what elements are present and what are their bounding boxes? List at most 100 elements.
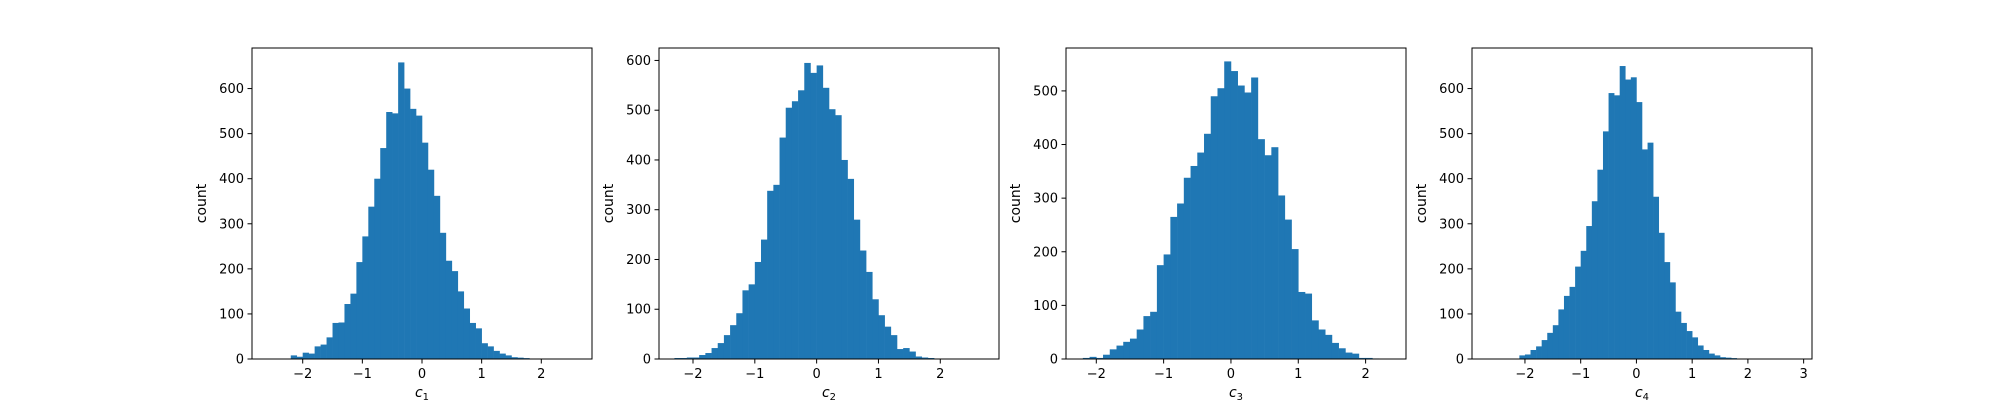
histogram-bar bbox=[1725, 357, 1732, 359]
histogram-bar bbox=[804, 62, 811, 360]
histogram-bar bbox=[1224, 61, 1232, 359]
histogram-bar bbox=[1647, 142, 1654, 359]
histogram-bar bbox=[1183, 177, 1191, 359]
histogram-bar bbox=[1338, 348, 1346, 359]
y-axis-label: count bbox=[601, 183, 617, 223]
y-tick-label: 200 bbox=[219, 262, 244, 277]
y-tick-label: 0 bbox=[1456, 353, 1464, 368]
histogram-bar bbox=[897, 349, 904, 359]
histogram-bar bbox=[1345, 352, 1353, 359]
y-tick-label: 300 bbox=[1033, 192, 1058, 207]
histogram-bar bbox=[356, 262, 363, 359]
histogram-bar bbox=[1608, 93, 1615, 359]
histogram-bar bbox=[487, 346, 494, 359]
histogram-bar bbox=[748, 284, 756, 359]
y-tick-label: 300 bbox=[219, 217, 244, 232]
histogram-bar bbox=[302, 352, 309, 359]
histogram-bar bbox=[791, 101, 799, 360]
histogram-bar bbox=[1558, 309, 1565, 359]
histogram-bar bbox=[505, 355, 512, 359]
y-axis-label: count bbox=[1008, 183, 1024, 223]
histogram-bar bbox=[1331, 342, 1339, 359]
y-tick-label: 500 bbox=[626, 104, 651, 119]
histogram-bar bbox=[1244, 92, 1252, 359]
histogram-bar bbox=[457, 291, 465, 359]
histogram-panel-c2: −2 −1 0 1 2 0 100 200 300 400 500 600 c2 count bbox=[601, 47, 1000, 400]
y-tick-label: 600 bbox=[1439, 82, 1464, 97]
histogram-bar bbox=[1597, 169, 1604, 359]
histogram-bar bbox=[350, 293, 357, 359]
histogram-bar bbox=[511, 357, 518, 359]
histogram-bar bbox=[1305, 293, 1313, 359]
histogram-bar bbox=[344, 304, 351, 359]
histogram-bar bbox=[1129, 338, 1137, 359]
x-tick-label: 0 bbox=[1632, 367, 1640, 382]
histogram-bar bbox=[296, 356, 303, 359]
axes-frame bbox=[658, 47, 1000, 360]
histogram-bar bbox=[517, 357, 524, 359]
histogram-bar bbox=[1150, 311, 1158, 359]
histogram-bar bbox=[1136, 329, 1144, 359]
histogram-bar bbox=[1197, 152, 1205, 359]
x-axis-label: c4 bbox=[1635, 385, 1649, 400]
x-tick-label: −1 bbox=[353, 367, 372, 382]
histogram-bar bbox=[290, 355, 298, 359]
histogram-bar bbox=[1170, 216, 1178, 359]
y-tick-label: 300 bbox=[1439, 217, 1464, 232]
y-tick-label: 400 bbox=[1033, 138, 1058, 153]
y-axis-label: count bbox=[194, 183, 210, 223]
y-tick-label: 100 bbox=[219, 307, 244, 322]
histogram-bar bbox=[326, 337, 333, 359]
histogram-bar bbox=[1575, 266, 1581, 359]
histogram-bar bbox=[499, 353, 506, 359]
y-tick-label: 0 bbox=[643, 353, 651, 368]
histogram-bar bbox=[859, 250, 867, 359]
y-tick-label: 400 bbox=[1439, 172, 1464, 187]
histogram-bar bbox=[386, 112, 393, 359]
histogram-bar bbox=[711, 348, 719, 359]
histogram-bar bbox=[822, 87, 830, 359]
histogram-bar bbox=[1177, 203, 1185, 359]
histogram-bar bbox=[416, 115, 423, 359]
histogram-bar bbox=[398, 62, 405, 360]
histogram-bar bbox=[872, 299, 879, 359]
x-tick-label: 0 bbox=[812, 367, 820, 382]
histogram-bar bbox=[878, 315, 885, 359]
histogram-bar bbox=[1237, 85, 1245, 359]
histogram-bar bbox=[410, 108, 417, 359]
histogram-bar bbox=[1217, 88, 1225, 359]
histogram-bar bbox=[1251, 77, 1259, 360]
histogram-bar bbox=[1156, 265, 1164, 359]
histogram-bar bbox=[445, 260, 453, 359]
x-tick-label: 0 bbox=[1227, 367, 1235, 382]
histogram-bar bbox=[841, 159, 848, 359]
x-tick-label: 1 bbox=[478, 367, 486, 382]
y-tick-label: 0 bbox=[236, 353, 244, 368]
histogram-bar bbox=[1642, 149, 1648, 359]
histogram-bar bbox=[463, 308, 471, 359]
histogram-bar bbox=[835, 115, 842, 360]
histogram-bar bbox=[810, 72, 817, 359]
y-tick-label: 100 bbox=[1033, 299, 1058, 314]
histogram-bar bbox=[1230, 71, 1238, 359]
histogram-bar bbox=[1204, 133, 1212, 359]
histogram-bar bbox=[1352, 353, 1360, 359]
y-tick-label: 600 bbox=[219, 82, 244, 97]
y-tick-label: 400 bbox=[626, 153, 651, 168]
histogram-bar bbox=[1547, 332, 1554, 359]
x-tick-label: 1 bbox=[1688, 367, 1696, 382]
histogram-bar bbox=[1143, 316, 1151, 359]
histogram-bar bbox=[773, 184, 780, 359]
histogram-bar bbox=[1625, 79, 1632, 360]
histogram-bar bbox=[1619, 66, 1626, 359]
histogram-bar bbox=[1210, 96, 1218, 359]
histogram-bar bbox=[1708, 353, 1715, 359]
histogram-bar bbox=[1257, 139, 1265, 359]
histogram-bar bbox=[767, 190, 774, 359]
histogram-bar bbox=[422, 142, 429, 359]
histogram-bar bbox=[761, 239, 768, 359]
histogram-bar bbox=[433, 195, 441, 359]
histogram-bar bbox=[481, 343, 488, 359]
histogram-bar bbox=[1686, 331, 1693, 359]
histogram-bar bbox=[1636, 102, 1643, 359]
